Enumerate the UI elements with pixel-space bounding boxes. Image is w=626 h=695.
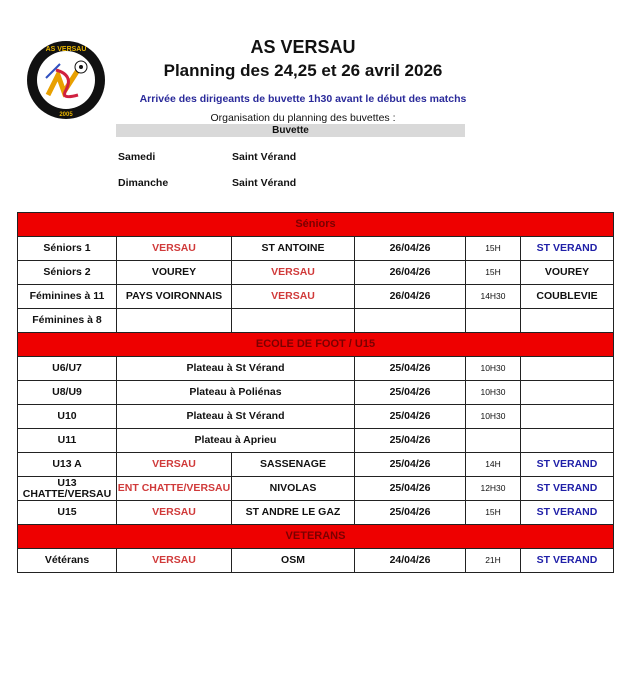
svg-text:AS VERSAU: AS VERSAU (46, 46, 87, 53)
plateau-cell: Plateau à St Vérand (116, 356, 355, 381)
time-cell (465, 428, 521, 453)
plateau-cell: Plateau à Poliénas (116, 380, 355, 405)
venue-cell: VOUREY (519, 260, 615, 285)
table-row: Vétérans VERSAU OSM 24/04/26 21H ST VERAND (17, 548, 615, 573)
buvette-place: Saint Vérand (232, 151, 297, 163)
page-subtitle: Planning des 24,25 et 26 avril 2026 (163, 61, 443, 80)
home-team-cell: VERSAU (116, 452, 232, 477)
home-team-cell: VOUREY (116, 260, 232, 285)
time-cell: 10H30 (465, 404, 521, 429)
time-cell: 21H (465, 548, 521, 573)
buvette-header: Buvette (116, 124, 465, 137)
category-cell: U11 (17, 428, 117, 453)
table-row: Séniors 1 VERSAU ST ANTOINE 26/04/26 15H ST V… (17, 236, 615, 261)
section-header: Séniors (16, 212, 615, 237)
category-cell: U8/U9 (17, 380, 117, 405)
schedule-table: Séniors Séniors 1 VERSAU ST ANTOINE 26/04/26… (16, 212, 615, 573)
venue-cell (519, 356, 615, 381)
section-title: Séniors (16, 212, 615, 237)
home-team-cell (116, 308, 232, 333)
category-cell: U6/U7 (17, 356, 117, 381)
venue-cell: COUBLEVIE (519, 284, 615, 309)
away-team-cell: SASSENAGE (231, 452, 355, 477)
date-cell: 26/04/26 (354, 236, 466, 261)
page-title: AS VERSAU (250, 37, 356, 57)
section-header: ECOLE DE FOOT / U15 (16, 332, 615, 357)
venue-cell (519, 308, 615, 333)
category-cell: Vétérans (17, 548, 117, 573)
venue-cell (519, 404, 615, 429)
buvette-day: Dimanche (118, 177, 169, 189)
venue-cell: ST VERAND (519, 548, 615, 573)
venue-cell (519, 380, 615, 405)
time-cell: 15H (465, 236, 521, 261)
table-row: U15 VERSAU ST ANDRE LE GAZ 25/04/26 15H ST VE… (17, 500, 615, 525)
table-row: Féminines à 8 (17, 308, 615, 333)
organisation-label: Organisation du planning des buvettes : (210, 112, 396, 124)
date-cell: 25/04/26 (354, 380, 466, 405)
date-cell: 25/04/26 (354, 428, 466, 453)
away-team-cell: OSM (231, 548, 355, 573)
table-row: U13 A VERSAU SASSENAGE 25/04/26 14H ST VERAND (17, 452, 615, 477)
time-cell: 15H (465, 260, 521, 285)
date-cell: 25/04/26 (354, 500, 466, 525)
home-team-cell: PAYS VOIRONNAIS (116, 284, 232, 309)
away-team-cell: ST ANDRE LE GAZ (231, 500, 355, 525)
away-team-cell: VERSAU (231, 260, 355, 285)
club-logo: AS VERSAU 2005 (27, 41, 105, 119)
arrival-note: Arrivée des dirigeants de buvette 1h30 a… (139, 93, 467, 105)
venue-cell: ST VERAND (519, 476, 615, 501)
section-header: VETERANS (16, 524, 615, 549)
date-cell: 25/04/26 (354, 404, 466, 429)
category-cell: U10 (17, 404, 117, 429)
buvette-day: Samedi (118, 151, 156, 163)
plateau-cell: Plateau à St Vérand (116, 404, 355, 429)
category-cell: U13 A (17, 452, 117, 477)
time-cell: 10H30 (465, 380, 521, 405)
venue-cell: ST VERAND (519, 452, 615, 477)
table-row: U13 CHATTE/VERSAU ENT CHATTE/VERSAU NIVOLA… (17, 476, 615, 501)
home-team-cell: VERSAU (116, 236, 232, 261)
time-cell: 14H (465, 452, 521, 477)
away-team-cell: VERSAU (231, 284, 355, 309)
time-cell: 10H30 (465, 356, 521, 381)
home-team-cell: VERSAU (116, 548, 232, 573)
date-cell: 24/04/26 (354, 548, 466, 573)
svg-text:2005: 2005 (59, 112, 73, 118)
table-row: U8/U9 Plateau à Poliénas 25/04/26 10H30 (17, 380, 615, 405)
category-cell: U15 (17, 500, 117, 525)
date-cell: 25/04/26 (354, 476, 466, 501)
category-cell: Séniors 2 (17, 260, 117, 285)
venue-cell: ST VERAND (519, 500, 615, 525)
date-cell: 26/04/26 (354, 260, 466, 285)
category-cell: Séniors 1 (17, 236, 117, 261)
home-team-cell: VERSAU (116, 500, 232, 525)
table-row: Féminines à 11 PAYS VOIRONNAIS VERSAU 26/04… (17, 284, 615, 309)
time-cell: 15H (465, 500, 521, 525)
table-row: Séniors 2 VOUREY VERSAU 26/04/26 15H VOUREY (17, 260, 615, 285)
table-row: U10 Plateau à St Vérand 25/04/26 10H30 (17, 404, 615, 429)
section-title: VETERANS (16, 524, 615, 549)
date-cell: 25/04/26 (354, 452, 466, 477)
category-cell: U13 CHATTE/VERSAU (17, 476, 117, 501)
buvette-place: Saint Vérand (232, 177, 297, 189)
away-team-cell (231, 308, 355, 333)
category-cell: Féminines à 8 (17, 308, 117, 333)
venue-cell: ST VERAND (519, 236, 615, 261)
venue-cell (519, 428, 615, 453)
category-cell: Féminines à 11 (17, 284, 117, 309)
date-cell: 26/04/26 (354, 284, 466, 309)
away-team-cell: ST ANTOINE (231, 236, 355, 261)
section-title: ECOLE DE FOOT / U15 (16, 332, 615, 357)
date-cell: 25/04/26 (354, 356, 466, 381)
time-cell (465, 308, 521, 333)
home-team-cell: ENT CHATTE/VERSAU (116, 476, 232, 501)
away-team-cell: NIVOLAS (231, 476, 355, 501)
table-row: U11 Plateau à Aprieu 25/04/26 (17, 428, 615, 453)
time-cell: 12H30 (465, 476, 521, 501)
table-row: U6/U7 Plateau à St Vérand 25/04/26 10H30 (17, 356, 615, 381)
time-cell: 14H30 (465, 284, 521, 309)
date-cell (354, 308, 466, 333)
plateau-cell: Plateau à Aprieu (116, 428, 355, 453)
